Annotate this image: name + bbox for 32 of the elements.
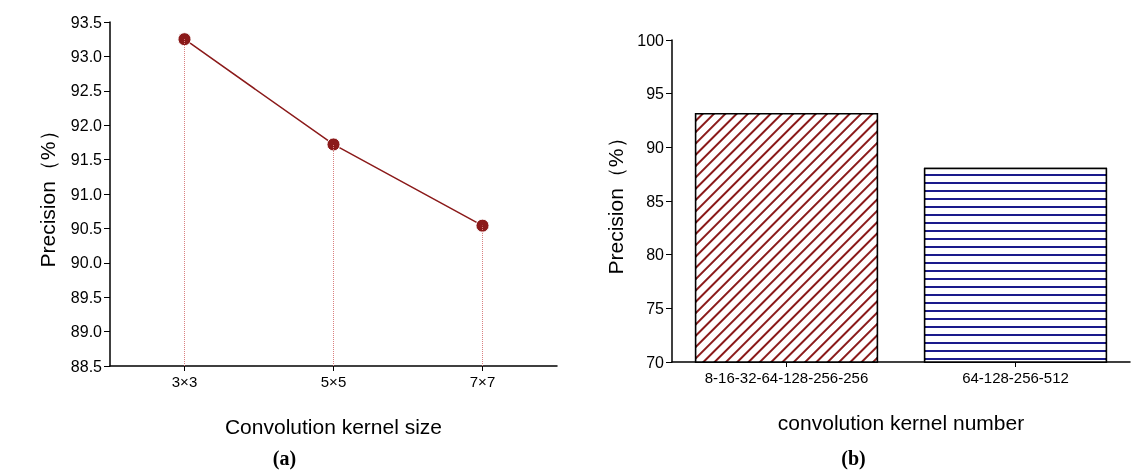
- y-tick-label: 92.5: [70, 82, 103, 100]
- point: [326, 137, 341, 152]
- x-tick-label: 7×7: [469, 373, 496, 390]
- point: [177, 32, 192, 47]
- y-tick-label: 85: [646, 192, 665, 210]
- x-axis-title: Convolution kernel size: [224, 415, 443, 438]
- x-tick-label: 8-16-32-64-128-256-256: [704, 369, 869, 386]
- y-tick-label: 88.5: [70, 357, 103, 375]
- y-tick-label: 90.5: [70, 219, 103, 237]
- x-tick-label: 3×3: [171, 373, 198, 390]
- y-tick-label: 93.5: [70, 13, 103, 31]
- y-tick-label: 93.0: [70, 47, 103, 65]
- y-tick-label: 89.0: [70, 323, 103, 341]
- x-axis-title: convolution kernel number: [777, 411, 1025, 434]
- y-tick-label: 80: [646, 246, 665, 264]
- y-tick-label: 95: [646, 85, 665, 103]
- y-tick-label: 89.5: [70, 288, 103, 306]
- y-axis-title: Precision（%）: [604, 127, 628, 275]
- x-tick-label: 5×5: [320, 373, 347, 390]
- y-axis-title: Precision（%）: [36, 120, 59, 268]
- y-tick-label: 100: [637, 31, 665, 49]
- y-tick-label: 90.0: [70, 254, 103, 272]
- point: [475, 218, 490, 233]
- x-tick-label: 64-128-256-512: [962, 369, 1069, 386]
- y-tick-label: 91.0: [70, 185, 103, 203]
- y-tick-label: 92.0: [70, 116, 103, 134]
- y-tick-label: 90: [646, 138, 665, 156]
- y-tick-label: 75: [646, 299, 665, 317]
- y-tick-label: 91.5: [70, 151, 103, 169]
- text: (b): [841, 447, 866, 470]
- text: (a): [272, 447, 297, 470]
- y-tick-label: 70: [646, 353, 665, 371]
